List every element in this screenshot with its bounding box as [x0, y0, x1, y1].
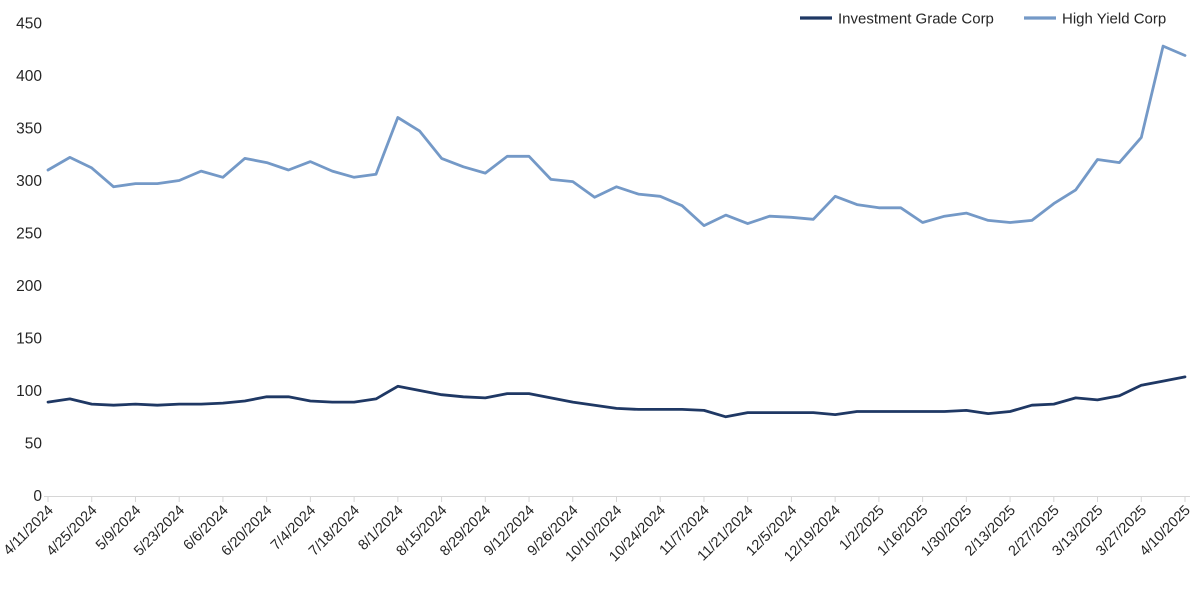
y-tick-label: 350: [16, 121, 42, 138]
x-axis-labels: 4/11/20244/25/20245/9/20245/23/20246/6/2…: [1, 503, 1194, 566]
y-tick-label: 300: [16, 173, 42, 190]
series-lines: [46, 44, 1187, 419]
series-line-investment-grade-corp: [46, 375, 1187, 419]
y-tick-label: 400: [16, 68, 42, 85]
y-tick-label: 50: [25, 436, 43, 453]
y-tick-label: 200: [16, 278, 42, 295]
legend-item: High Yield Corp: [1024, 11, 1166, 28]
y-tick-label: 250: [16, 226, 42, 243]
x-axis: [44, 496, 1190, 502]
y-tick-label: 0: [33, 488, 42, 505]
y-tick-label: 100: [16, 383, 42, 400]
y-tick-label: 450: [16, 16, 42, 33]
series-line-high-yield-corp: [46, 44, 1187, 228]
y-axis-labels: 0 50 100 150 200 250 300 350 400 450: [16, 16, 42, 506]
y-tick-label: 150: [16, 331, 42, 348]
legend-label: High Yield Corp: [1062, 11, 1166, 28]
chart-legend: Investment Grade Corp High Yield Corp: [800, 11, 1166, 28]
legend-label: Investment Grade Corp: [838, 11, 994, 28]
legend-item: Investment Grade Corp: [800, 11, 994, 28]
